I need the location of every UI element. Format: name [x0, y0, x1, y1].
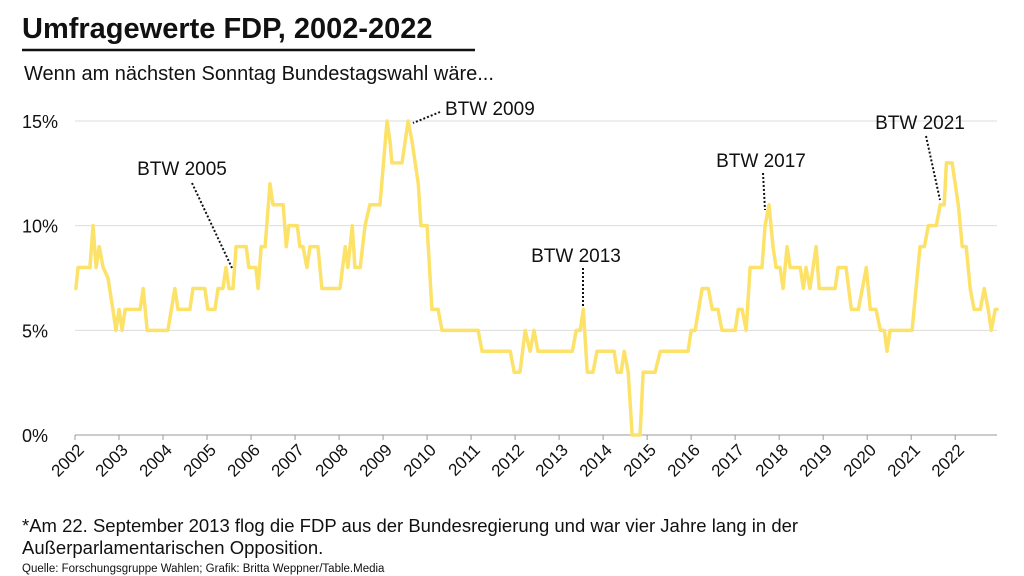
chart-subtitle: Wenn am nächsten Sonntag Bundestagswahl …: [24, 63, 494, 85]
annotation: BTW 2009: [445, 99, 535, 120]
footnote: *Am 22. September 2013 flog die FDP aus …: [22, 515, 798, 558]
x-tick-label: 2014: [576, 440, 616, 480]
x-tick-label: 2017: [708, 440, 748, 480]
annotation: BTW 2017: [716, 151, 806, 172]
x-tick-label: 2006: [224, 440, 264, 480]
x-tick-label: 2021: [884, 440, 924, 480]
y-tick-label: 10%: [22, 217, 58, 237]
x-tick-label: 2016: [664, 440, 704, 480]
x-tick-label: 2009: [356, 440, 396, 480]
line: [74, 119, 999, 437]
x-tick-label: 2005: [180, 440, 220, 480]
x-tick-label: 2003: [92, 440, 132, 480]
annotation-leader: [412, 111, 441, 124]
source: Quelle: Forschungsgruppe Wahlen; Grafik:…: [22, 563, 385, 575]
x-tick-label: 2004: [136, 440, 176, 480]
annotation: BTW 2021: [875, 113, 965, 134]
x-tick-label: 2002: [48, 440, 88, 480]
x-tick-label: 2015: [620, 440, 660, 480]
x-tick-label: 2022: [928, 440, 968, 480]
x-tick-label: 2010: [400, 440, 440, 480]
annotation: BTW 2005: [137, 159, 227, 180]
x-tick-label: 2008: [312, 440, 352, 480]
x-tick-label: 2007: [268, 440, 308, 480]
x-tick-label: 2012: [488, 440, 528, 480]
x-tick-label: 2018: [752, 440, 792, 480]
x-tick-label: 2019: [796, 440, 836, 480]
annotation: BTW 2013: [531, 246, 621, 267]
y-tick-label: 0%: [22, 426, 48, 446]
y-tick-label: 15%: [22, 112, 58, 132]
chart-title: Umfragewerte FDP, 2002-2022: [22, 13, 433, 45]
annotation-leader: [762, 172, 766, 211]
x-tick-label: 2011: [445, 440, 484, 479]
annotation-leader: [925, 135, 941, 201]
y-tick-label: 5%: [22, 321, 48, 341]
x-tick-label: 2013: [532, 440, 572, 480]
x-tick-label: 2020: [840, 440, 880, 480]
